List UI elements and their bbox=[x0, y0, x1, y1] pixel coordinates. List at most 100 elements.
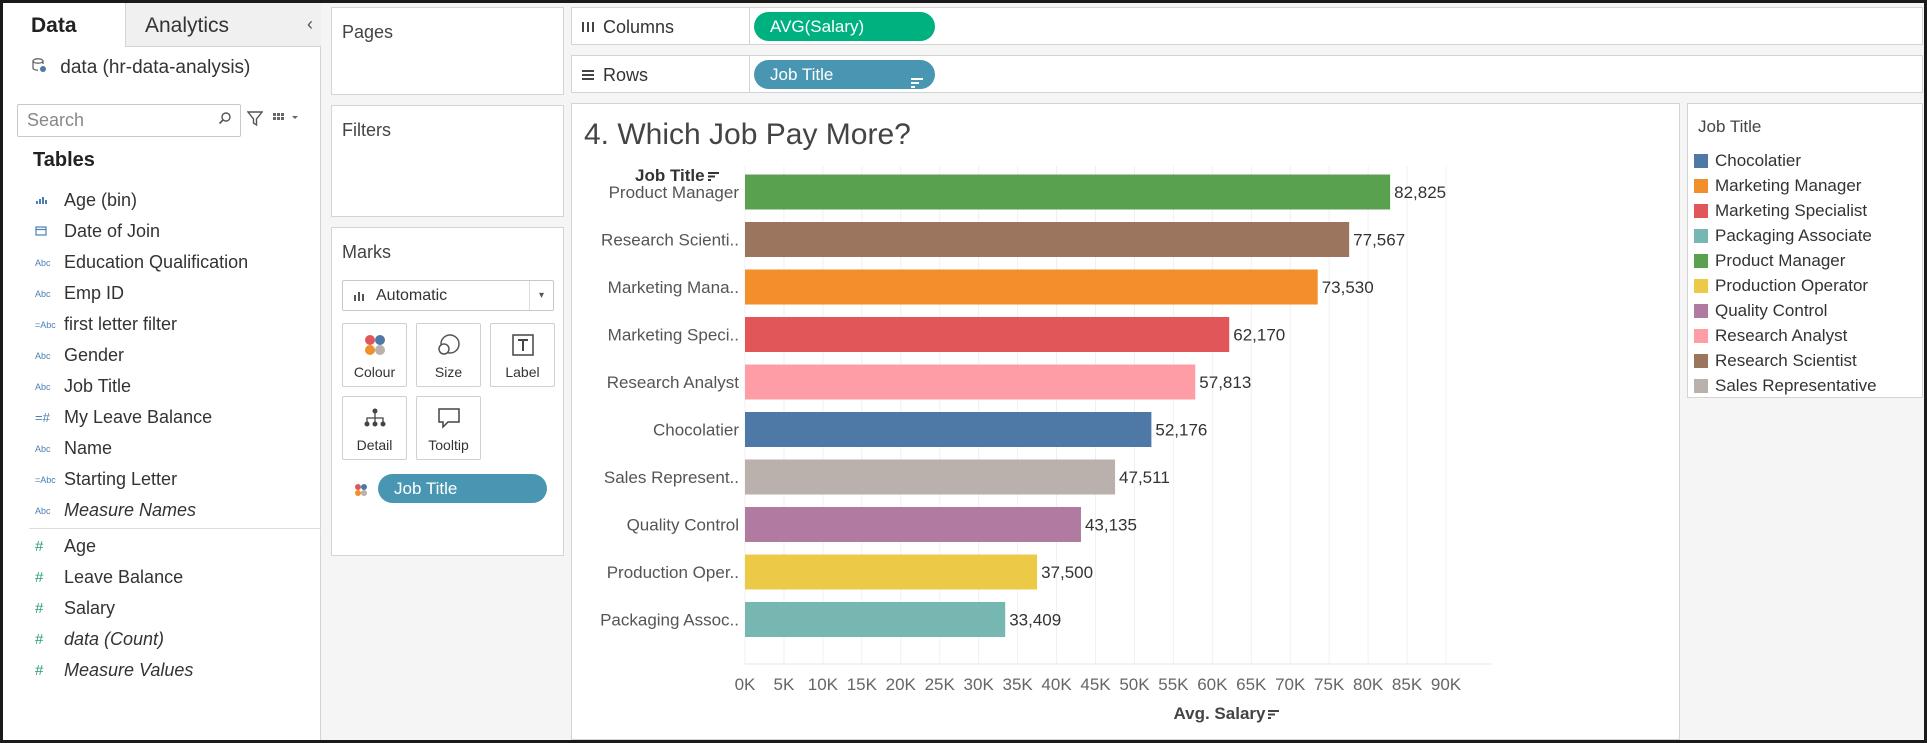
field-age[interactable]: # Age bbox=[3, 531, 321, 562]
row-header-job-title[interactable]: Job Title bbox=[635, 166, 719, 186]
colour-button[interactable]: Colour bbox=[342, 323, 407, 387]
bar[interactable] bbox=[745, 269, 1318, 305]
field-data-count[interactable]: # data (Count) bbox=[3, 624, 321, 655]
rows-shelf[interactable]: Rows Job Title bbox=[571, 55, 1923, 93]
legend-swatch bbox=[1694, 203, 1708, 218]
x-tick-label: 40K bbox=[1041, 675, 1072, 694]
detail-button[interactable]: Detail bbox=[342, 396, 407, 460]
tables-heading: Tables bbox=[33, 149, 95, 171]
bar[interactable] bbox=[745, 602, 1006, 637]
rows-shelf-label: Rows bbox=[581, 65, 648, 86]
field-starting-letter[interactable]: =Abc Starting Letter bbox=[3, 464, 321, 495]
label-button[interactable]: Label bbox=[490, 323, 555, 387]
category-label[interactable]: Packaging Assoc.. bbox=[600, 611, 739, 630]
field-education-qualification[interactable]: Abc Education Qualification bbox=[3, 247, 321, 278]
field-name: Job Title bbox=[64, 376, 132, 396]
calendar-icon bbox=[3, 225, 47, 238]
legend-label: Marketing Specialist bbox=[1715, 200, 1868, 220]
field-leave-balance[interactable]: # Leave Balance bbox=[3, 562, 321, 593]
view-options-icon[interactable] bbox=[273, 111, 301, 127]
bar[interactable] bbox=[745, 317, 1230, 352]
legend-item[interactable]: Packaging Associate bbox=[1694, 223, 1877, 248]
field-first-letter-filter[interactable]: =Abc first letter filter bbox=[3, 309, 321, 340]
field-search[interactable] bbox=[17, 104, 241, 137]
field-measure-values[interactable]: # Measure Values bbox=[3, 655, 321, 686]
legend-item[interactable]: Research Analyst bbox=[1694, 323, 1877, 348]
bar[interactable] bbox=[745, 174, 1391, 210]
field-name-dim[interactable]: Abc Name bbox=[3, 433, 321, 464]
search-input[interactable] bbox=[18, 105, 198, 136]
field-gender[interactable]: Abc Gender bbox=[3, 340, 321, 371]
abc-icon: Abc bbox=[35, 288, 51, 299]
tab-data[interactable]: Data bbox=[3, 3, 125, 47]
field-name: Name bbox=[64, 438, 113, 458]
category-label[interactable]: Marketing Speci.. bbox=[608, 326, 739, 345]
legend-item[interactable]: Marketing Specialist bbox=[1694, 198, 1877, 223]
sort-descending-icon bbox=[911, 68, 923, 97]
bar-value-label: 73,530 bbox=[1322, 278, 1374, 297]
field-name: Age (bin) bbox=[64, 190, 138, 210]
bar[interactable] bbox=[745, 459, 1116, 495]
bar[interactable] bbox=[745, 364, 1196, 400]
legend-item[interactable]: Production Operator bbox=[1694, 273, 1877, 298]
x-tick-label: 10K bbox=[808, 675, 839, 694]
bar[interactable] bbox=[745, 222, 1350, 257]
columns-icon bbox=[581, 21, 603, 36]
filters-card[interactable]: Filters bbox=[331, 105, 564, 217]
field-job-title[interactable]: Abc Job Title bbox=[3, 371, 321, 402]
tooltip-label: Tooltip bbox=[428, 437, 469, 453]
legend-item[interactable]: Research Scientist bbox=[1694, 348, 1877, 373]
field-date-of-join[interactable]: Date of Join bbox=[3, 216, 321, 247]
bar-value-label: 43,135 bbox=[1085, 516, 1137, 535]
category-label[interactable]: Marketing Mana.. bbox=[608, 278, 739, 297]
tooltip-button[interactable]: Tooltip bbox=[416, 396, 481, 460]
size-button[interactable]: Size bbox=[416, 323, 481, 387]
filter-fields-icon[interactable] bbox=[246, 110, 264, 133]
x-tick-label: 75K bbox=[1314, 675, 1345, 694]
columns-pill-avg-salary[interactable]: AVG(Salary) bbox=[754, 12, 935, 41]
category-label[interactable]: Sales Represent.. bbox=[604, 468, 739, 487]
field-salary[interactable]: # Salary bbox=[3, 593, 321, 624]
x-tick-label: 70K bbox=[1275, 675, 1306, 694]
viz-area: 4. Which Job Pay More? Job Title 0K 5K 10K… bbox=[571, 103, 1680, 740]
x-tick-label: 55K bbox=[1158, 675, 1189, 694]
bar[interactable] bbox=[745, 507, 1081, 542]
number-icon: # bbox=[35, 662, 44, 679]
legend-item[interactable]: Product Manager bbox=[1694, 248, 1877, 273]
legend-item[interactable]: Quality Control bbox=[1694, 298, 1877, 323]
bar-value-label: 52,176 bbox=[1155, 421, 1207, 440]
label-label: Label bbox=[505, 364, 540, 380]
pages-card[interactable]: Pages bbox=[331, 7, 564, 95]
colour-pill-job-title[interactable]: Job Title bbox=[378, 474, 547, 503]
rows-pill-job-title[interactable]: Job Title bbox=[754, 60, 935, 89]
field-my-leave-balance[interactable]: =# My Leave Balance bbox=[3, 402, 321, 433]
category-label[interactable]: Research Scienti.. bbox=[601, 231, 739, 250]
legend-item[interactable]: Marketing Manager bbox=[1694, 173, 1877, 198]
bar-value-label: 33,409 bbox=[1009, 611, 1061, 630]
legend-item[interactable]: Chocolatier bbox=[1694, 148, 1877, 173]
legend-item[interactable]: Sales Representative bbox=[1694, 373, 1877, 398]
number-icon: # bbox=[35, 631, 44, 648]
category-label[interactable]: Chocolatier bbox=[653, 421, 739, 440]
category-label[interactable]: Research Analyst bbox=[607, 373, 740, 392]
category-label[interactable]: Product Manager bbox=[609, 183, 740, 202]
abc-icon: Abc bbox=[35, 381, 51, 392]
field-emp-id[interactable]: Abc Emp ID bbox=[3, 278, 321, 309]
bar[interactable] bbox=[745, 554, 1038, 590]
field-age-bin[interactable]: Age (bin) bbox=[3, 185, 321, 216]
x-axis-title[interactable]: Avg. Salary bbox=[572, 704, 1681, 724]
mark-type-dropdown[interactable]: Automatic ▾ bbox=[342, 280, 554, 311]
x-tick-label: 15K bbox=[847, 675, 878, 694]
columns-shelf[interactable]: Columns AVG(Salary) bbox=[571, 7, 1923, 45]
x-tick-label: 25K bbox=[925, 675, 956, 694]
tab-analytics[interactable]: Analytics ‹ bbox=[125, 3, 321, 47]
field-name: Date of Join bbox=[64, 221, 161, 241]
datasource[interactable]: data (hr-data-analysis) bbox=[31, 57, 250, 79]
category-label[interactable]: Quality Control bbox=[627, 516, 739, 535]
legend-label: Packaging Associate bbox=[1715, 225, 1872, 245]
collapse-pane-icon[interactable]: ‹ bbox=[307, 14, 313, 34]
bar[interactable] bbox=[745, 412, 1152, 447]
field-measure-names[interactable]: Abc Measure Names bbox=[3, 495, 321, 526]
category-label[interactable]: Production Oper.. bbox=[607, 563, 739, 582]
